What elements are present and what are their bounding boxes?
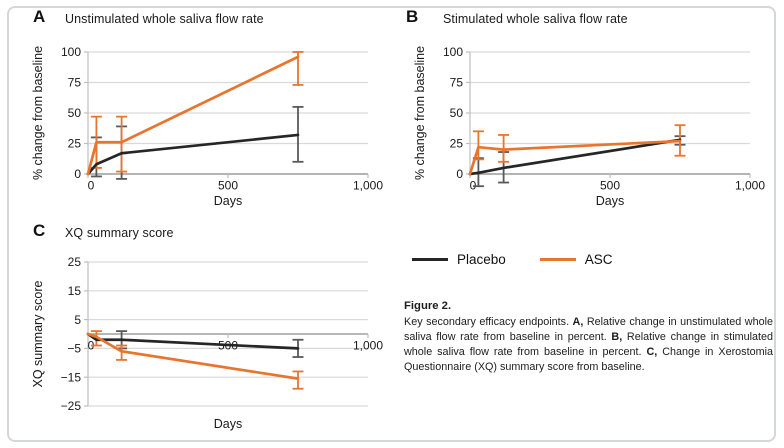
y-tick-label: 100	[61, 45, 81, 59]
y-tick-label: 15	[68, 284, 82, 298]
x-tick-label: 1,000	[353, 179, 383, 193]
y-tick-label: 50	[450, 106, 464, 120]
chart-a-canvas: 0 25 50 75 100 0 500 1,000 Days % change from bas…	[31, 45, 383, 208]
caption-bold-ref: B,	[611, 330, 623, 343]
y-tick-label: 50	[68, 106, 82, 120]
series-line-asc	[86, 55, 300, 176]
chart-b-title: Stimulated whole saliva flow rate	[443, 12, 628, 26]
x-tick-label: 500	[218, 179, 238, 193]
y-tick-label: 75	[450, 76, 464, 90]
x-axis-title: Days	[596, 194, 624, 208]
y-axis-title: % change from baseline	[413, 46, 427, 180]
legend-label-asc: ASC	[584, 252, 613, 267]
chart-a-title: Unstimulated whole saliva flow rate	[65, 12, 264, 26]
series-line-placebo	[86, 133, 300, 176]
y-tick-label: 25	[450, 137, 464, 151]
y-tick-label: 100	[443, 45, 463, 59]
series-line-placebo	[468, 138, 682, 176]
y-tick-label: 25	[68, 255, 82, 269]
y-tick-label: 25	[68, 137, 82, 151]
x-tick-label: 1,000	[353, 339, 383, 353]
y-axis-title: % change from baseline	[31, 46, 45, 180]
y-tick-label: −25	[61, 399, 82, 413]
caption-bold-ref: C,	[646, 345, 658, 358]
panel-letter-c: C	[33, 221, 46, 240]
figure-caption-heading: Figure 2.	[404, 300, 452, 312]
series-line-asc	[86, 332, 300, 380]
x-tick-label: 0	[88, 179, 95, 193]
x-axis-title: Days	[214, 194, 242, 208]
legend-item-asc: ASC	[539, 252, 613, 267]
caption-segment: Relative change in stimulated whole sali…	[404, 330, 774, 358]
asc-line-swatch	[539, 257, 576, 262]
figure-caption-text: Key secondary efficacy endpoints. A, Rel…	[404, 315, 773, 375]
chart-legend: Placebo ASC	[412, 252, 647, 267]
y-axis-title: XQ summary score	[31, 280, 45, 387]
panel-letter-b: B	[406, 7, 419, 26]
series-line-asc	[468, 139, 682, 176]
legend-label-placebo: Placebo	[457, 252, 506, 267]
caption-segment: Change in Xerostomia Questionnaire (XQ) …	[404, 345, 773, 373]
legend-item-placebo: Placebo	[412, 252, 506, 267]
y-tick-label: −15	[61, 370, 82, 384]
chart-c-title: XQ summary score	[65, 226, 174, 240]
figure-panel	[7, 6, 776, 442]
y-tick-label: 0	[456, 167, 463, 181]
x-axis-title: Days	[214, 417, 242, 431]
y-tick-label: −5	[67, 342, 81, 356]
panel-letter-a: A	[33, 7, 46, 26]
placebo-line-swatch	[412, 257, 448, 262]
y-tick-label: 5	[74, 313, 81, 327]
y-tick-label: 0	[74, 167, 81, 181]
x-tick-label: 1,000	[735, 179, 765, 193]
x-tick-label: 500	[600, 179, 620, 193]
caption-segment: Relative change in unstimulated whole sa…	[404, 316, 773, 343]
figure-caption: Figure 2. Key secondary efficacy endpoin…	[404, 300, 773, 375]
series-line-placebo	[86, 332, 300, 350]
y-tick-label: 75	[68, 76, 82, 90]
caption-segment: Key secondary efficacy endpoints.	[404, 316, 573, 328]
caption-bold-ref: A,	[572, 316, 584, 328]
